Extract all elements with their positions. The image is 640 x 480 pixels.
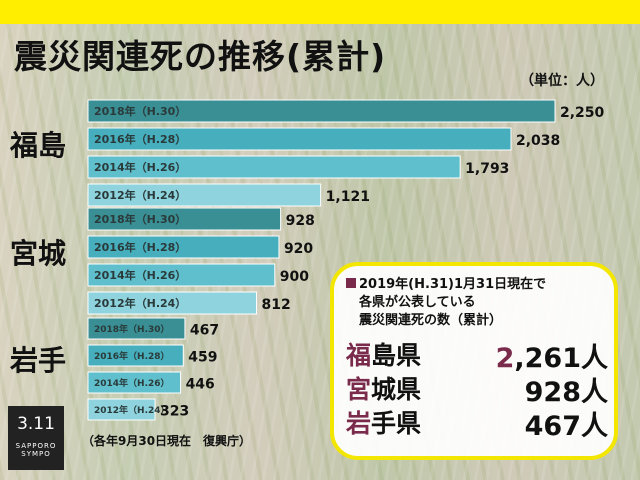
summary-heading: 2019年(H.31)1月31日現在で 各県が公表している 震災関連死の数（累計… xyxy=(346,276,546,330)
bar-value-label: 920 xyxy=(284,241,313,257)
bullet-square-icon xyxy=(346,278,356,288)
bar-category-label: 2018年（H.30） xyxy=(94,323,170,335)
summary-row-iwate: 岩手県 467人 xyxy=(346,404,608,442)
bar-value-label: 446 xyxy=(186,377,215,393)
bar-category-label: 2014年（H.26） xyxy=(94,268,186,282)
bar-value-label: 812 xyxy=(262,297,291,313)
prefecture-rest: 城県 xyxy=(371,375,422,404)
bar xyxy=(87,99,556,123)
bar-value-label: 1,121 xyxy=(326,189,370,205)
region-label: 福島 xyxy=(9,129,66,162)
summary-box: 2019年(H.31)1月31日現在で 各県が公表している 震災関連死の数（累計… xyxy=(330,262,618,460)
bar xyxy=(87,155,461,179)
sapporo-sympo-logo: 3.11 SAPPORO SYMPO xyxy=(8,406,64,470)
death-count: 467人 xyxy=(525,404,608,443)
bar xyxy=(87,127,512,151)
top-accent-bar xyxy=(0,0,640,24)
bar-category-label: 2018年（H.30） xyxy=(94,212,186,226)
death-count: 928人 xyxy=(525,370,608,409)
bar xyxy=(87,235,280,259)
bar-value-label: 2,250 xyxy=(560,105,605,121)
bar xyxy=(87,263,276,287)
summary-heading-line-1: 2019年(H.31)1月31日現在で xyxy=(346,276,546,294)
summary-heading-line-3: 震災関連死の数（累計） xyxy=(359,313,503,328)
bar xyxy=(87,398,156,421)
region-label: 宮城 xyxy=(10,237,66,270)
prefecture-name: 岩手県 xyxy=(346,404,421,440)
bar-value-label: 459 xyxy=(188,350,217,366)
bar xyxy=(87,317,186,340)
bar-value-label: 2,038 xyxy=(516,133,560,149)
unit-label: （単位：人） xyxy=(520,73,604,89)
source-note: （各年9月30日現在 復興庁） xyxy=(82,434,252,448)
death-count-rest: 467人 xyxy=(524,411,608,442)
logo-sub-text: SAPPORO xyxy=(15,442,57,450)
summary-row-fukushima: 福島県 2,261人 xyxy=(346,336,608,374)
bar-value-label: 928 xyxy=(286,213,315,229)
bar-category-label: 2014年（H.26） xyxy=(94,377,170,389)
logo-sub-text-2: SYMPO xyxy=(21,450,51,458)
bar xyxy=(87,371,182,394)
summary-heading-text-1: 2019年(H.31)1月31日現在で xyxy=(359,277,547,292)
death-count: 2,261人 xyxy=(496,336,608,375)
bar xyxy=(87,291,258,315)
prefecture-name: 福島県 xyxy=(346,336,421,372)
bar-category-label: 2012年（H.24） xyxy=(94,404,170,416)
page-title: 震災関連死の推移(累計) xyxy=(14,37,387,76)
bar-category-label: 2014年（H.26） xyxy=(94,160,186,174)
bar-value-label: 1,793 xyxy=(465,161,509,177)
prefecture-initial: 岩 xyxy=(346,409,372,438)
summary-row-miyagi: 宮城県 928人 xyxy=(346,370,608,408)
bar xyxy=(87,344,184,367)
region-label: 岩手 xyxy=(9,344,66,377)
death-count-rest: 928人 xyxy=(524,377,608,408)
bar-value-label: 467 xyxy=(190,323,219,339)
bar xyxy=(87,207,282,231)
bar-value-label: 323 xyxy=(160,404,189,420)
bar-category-label: 2016年（H.28） xyxy=(94,240,186,254)
death-count-first-digit: 2 xyxy=(495,343,515,374)
prefecture-initial: 宮 xyxy=(346,375,372,404)
prefecture-name: 宮城県 xyxy=(346,370,421,406)
bar-value-label: 900 xyxy=(280,269,309,285)
prefecture-initial: 福 xyxy=(346,341,372,370)
bar xyxy=(87,183,322,207)
bar-category-label: 2018年（H.30） xyxy=(94,104,186,118)
logo-main-text: 3.11 xyxy=(17,414,55,434)
prefecture-rest: 手県 xyxy=(371,409,422,438)
bar-category-label: 2012年（H.24） xyxy=(94,296,186,310)
bar-category-label: 2016年（H.28） xyxy=(94,350,170,362)
death-count-rest: ,261人 xyxy=(514,343,608,374)
summary-heading-line-2: 各県が公表している xyxy=(359,295,476,310)
bar-category-label: 2016年（H.28） xyxy=(94,132,186,146)
prefecture-rest: 島県 xyxy=(371,341,422,370)
bar-category-label: 2012年（H.24） xyxy=(94,188,186,202)
